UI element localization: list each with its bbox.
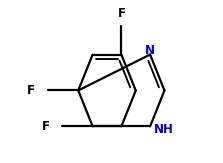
Text: NH: NH xyxy=(154,124,173,136)
Text: F: F xyxy=(41,120,50,133)
Text: N: N xyxy=(145,44,155,58)
Text: F: F xyxy=(117,7,125,20)
Text: F: F xyxy=(27,84,35,97)
